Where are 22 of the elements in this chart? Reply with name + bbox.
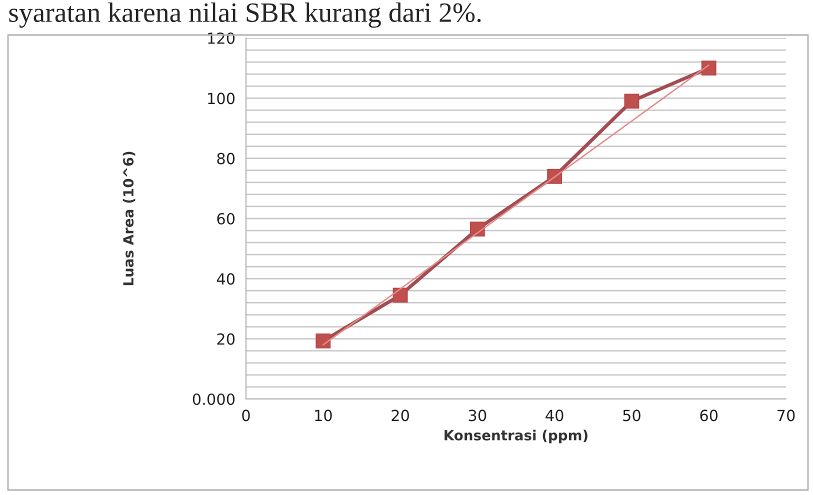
point [624,94,640,109]
x-tick-label: 50 [623,410,640,422]
y-tick-label: 100 [208,92,235,104]
y-tick-label: 80 [217,152,235,164]
y-axis-title: Luas Area (10^6) [122,152,136,286]
y-tick-label: 40 [216,273,235,285]
x-tick-label: 40 [546,410,564,422]
point [470,222,485,236]
text: syaratan karena nilai SBR kurang dari 2%. [9,2,481,28]
x-tick-label: 70 [778,410,795,422]
y-tick-label: 20 [217,333,235,345]
x-tick-label: 60 [700,410,718,422]
x-tick-label: 0 [242,410,250,422]
x-axis-title: Konsentrasi (ppm) [444,430,588,444]
x-tick-label: 30 [468,410,486,422]
y-tick-label: 60 [217,212,235,225]
y-tick-label: 0.000 [192,393,235,406]
point [701,60,716,76]
point [316,333,331,348]
point [392,288,408,303]
x-tick-label: 20 [392,410,409,422]
x-tick-label: 10 [315,410,332,422]
